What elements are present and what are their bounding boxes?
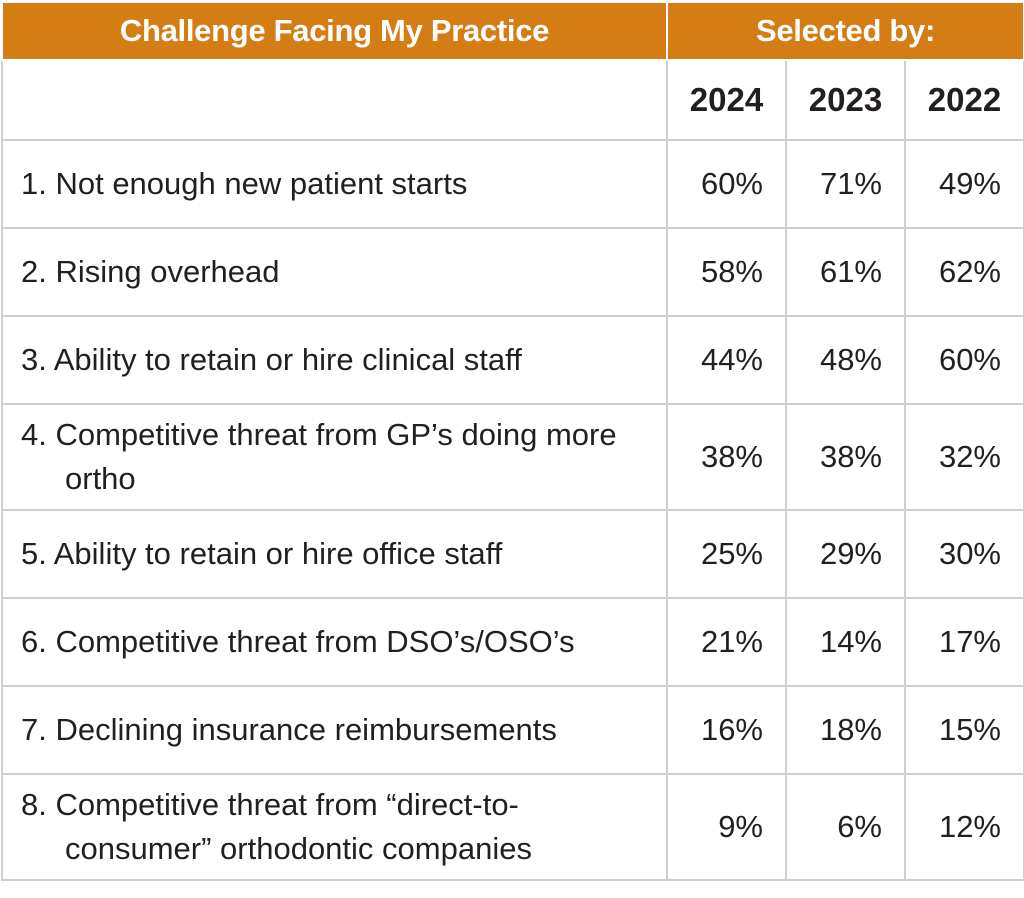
challenge-label: 7. Declining insurance reimbursements <box>1 685 668 775</box>
challenge-label: 8. Competitive threat from “direct-to-co… <box>21 787 532 866</box>
table-row: 3. Ability to retain or hire clinical st… <box>1 315 1024 405</box>
table-row: 5. Ability to retain or hire office staf… <box>1 509 1024 599</box>
challenge-label: 1. Not enough new patient starts <box>1 139 668 229</box>
value-2022: 30% <box>904 509 1024 599</box>
table-row: 4. Competitive threat from GP’s doing mo… <box>1 403 1024 511</box>
value-2024: 25% <box>666 509 787 599</box>
challenge-column-header: Challenge Facing My Practice <box>1 1 668 61</box>
year-header-row: 2024 2023 2022 <box>1 59 1024 141</box>
year-header-2024: 2024 <box>666 59 787 141</box>
value-2022: 15% <box>904 685 1024 775</box>
value-2023: 71% <box>785 139 906 229</box>
value-2023: 29% <box>785 509 906 599</box>
blank-cell <box>1 59 668 141</box>
table-row: 2. Rising overhead 58% 61% 62% <box>1 227 1024 317</box>
value-2024: 44% <box>666 315 787 405</box>
challenge-label: 3. Ability to retain or hire clinical st… <box>1 315 668 405</box>
value-2023: 48% <box>785 315 906 405</box>
value-2023: 61% <box>785 227 906 317</box>
value-2024: 16% <box>666 685 787 775</box>
challenge-label: 5. Ability to retain or hire office staf… <box>1 509 668 599</box>
value-2022: 62% <box>904 227 1024 317</box>
value-2023: 38% <box>785 403 906 511</box>
value-2023: 14% <box>785 597 906 687</box>
value-2022: 49% <box>904 139 1024 229</box>
value-2024: 58% <box>666 227 787 317</box>
year-header-2022: 2022 <box>904 59 1024 141</box>
table-row: 8. Competitive threat from “direct-to-co… <box>1 773 1024 881</box>
value-2022: 17% <box>904 597 1024 687</box>
value-2023: 6% <box>785 773 906 881</box>
table-row: 6. Competitive threat from DSO’s/OSO’s 2… <box>1 597 1024 687</box>
value-2024: 60% <box>666 139 787 229</box>
value-2024: 9% <box>666 773 787 881</box>
value-2022: 32% <box>904 403 1024 511</box>
value-2024: 38% <box>666 403 787 511</box>
value-2022: 12% <box>904 773 1024 881</box>
table-row: 7. Declining insurance reimbursements 16… <box>1 685 1024 775</box>
value-2024: 21% <box>666 597 787 687</box>
selected-by-header: Selected by: <box>666 1 1024 61</box>
header-row: Challenge Facing My Practice Selected by… <box>1 1 1024 61</box>
challenges-table: Challenge Facing My Practice Selected by… <box>1 1 1024 881</box>
table-row: 1. Not enough new patient starts 60% 71%… <box>1 139 1024 229</box>
challenge-label: 6. Competitive threat from DSO’s/OSO’s <box>1 597 668 687</box>
value-2023: 18% <box>785 685 906 775</box>
value-2022: 60% <box>904 315 1024 405</box>
challenge-label: 2. Rising overhead <box>1 227 668 317</box>
challenge-label: 4. Competitive threat from GP’s doing mo… <box>21 417 617 496</box>
year-header-2023: 2023 <box>785 59 906 141</box>
